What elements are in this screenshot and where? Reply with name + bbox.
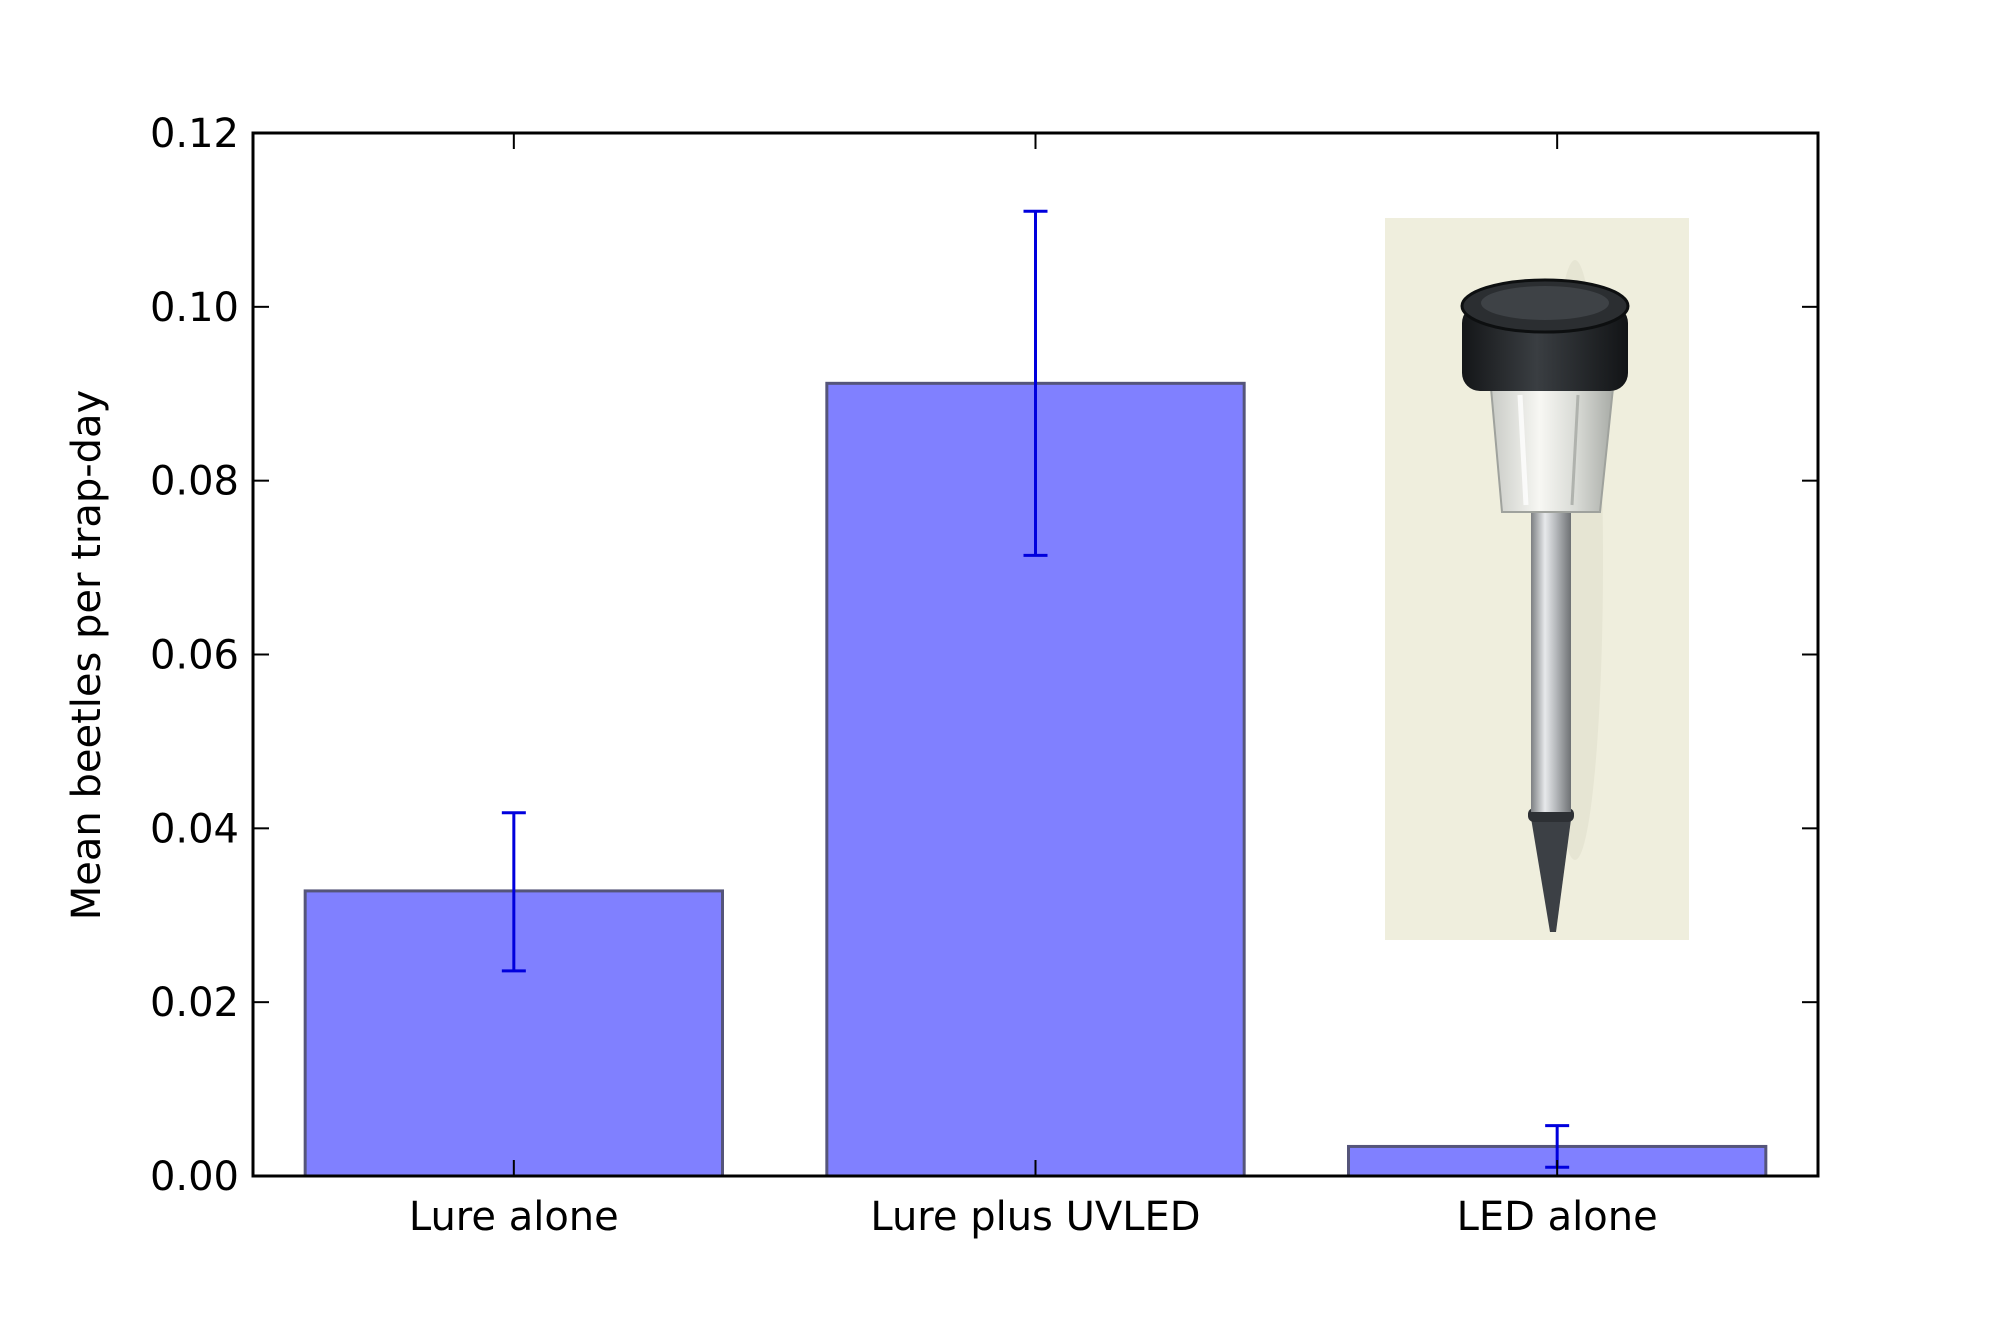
y-tick-label: 0.12 (150, 111, 239, 157)
y-ticks-group: 0.00 0.02 0.04 0.06 0.08 0.10 0.12 (150, 111, 1818, 1200)
y-tick-label: 0.06 (150, 633, 239, 679)
x-tick-label: LED alone (1457, 1194, 1658, 1240)
solar-garden-stake-light-icon (1385, 218, 1689, 940)
error-bar-0 (501, 811, 526, 973)
y-tick-label: 0.10 (150, 285, 239, 331)
x-ticks-group: Lure alone Lure plus UVLED LED alone (409, 133, 1658, 1240)
x-tick-label: Lure alone (409, 1194, 619, 1240)
error-bars-group (501, 209, 1570, 1169)
y-tick-label: 0.00 (150, 1154, 239, 1200)
x-tick-label: Lure plus UVLED (870, 1194, 1200, 1240)
y-tick-label: 0.08 (150, 459, 239, 505)
y-axis-label: Mean beetles per trap-day (64, 390, 110, 920)
y-tick-label: 0.02 (150, 980, 239, 1026)
y-tick-label: 0.04 (150, 806, 239, 852)
error-bar-1 (1023, 209, 1048, 557)
